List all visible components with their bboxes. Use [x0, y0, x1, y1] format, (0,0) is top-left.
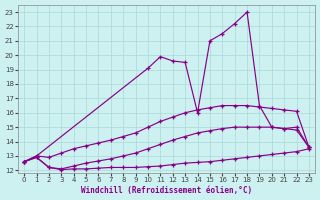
X-axis label: Windchill (Refroidissement éolien,°C): Windchill (Refroidissement éolien,°C): [81, 186, 252, 195]
